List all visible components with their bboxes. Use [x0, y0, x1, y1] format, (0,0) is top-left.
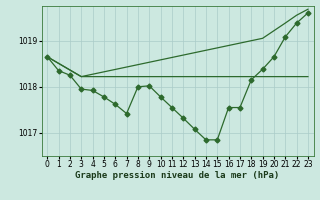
X-axis label: Graphe pression niveau de la mer (hPa): Graphe pression niveau de la mer (hPa) — [76, 171, 280, 180]
